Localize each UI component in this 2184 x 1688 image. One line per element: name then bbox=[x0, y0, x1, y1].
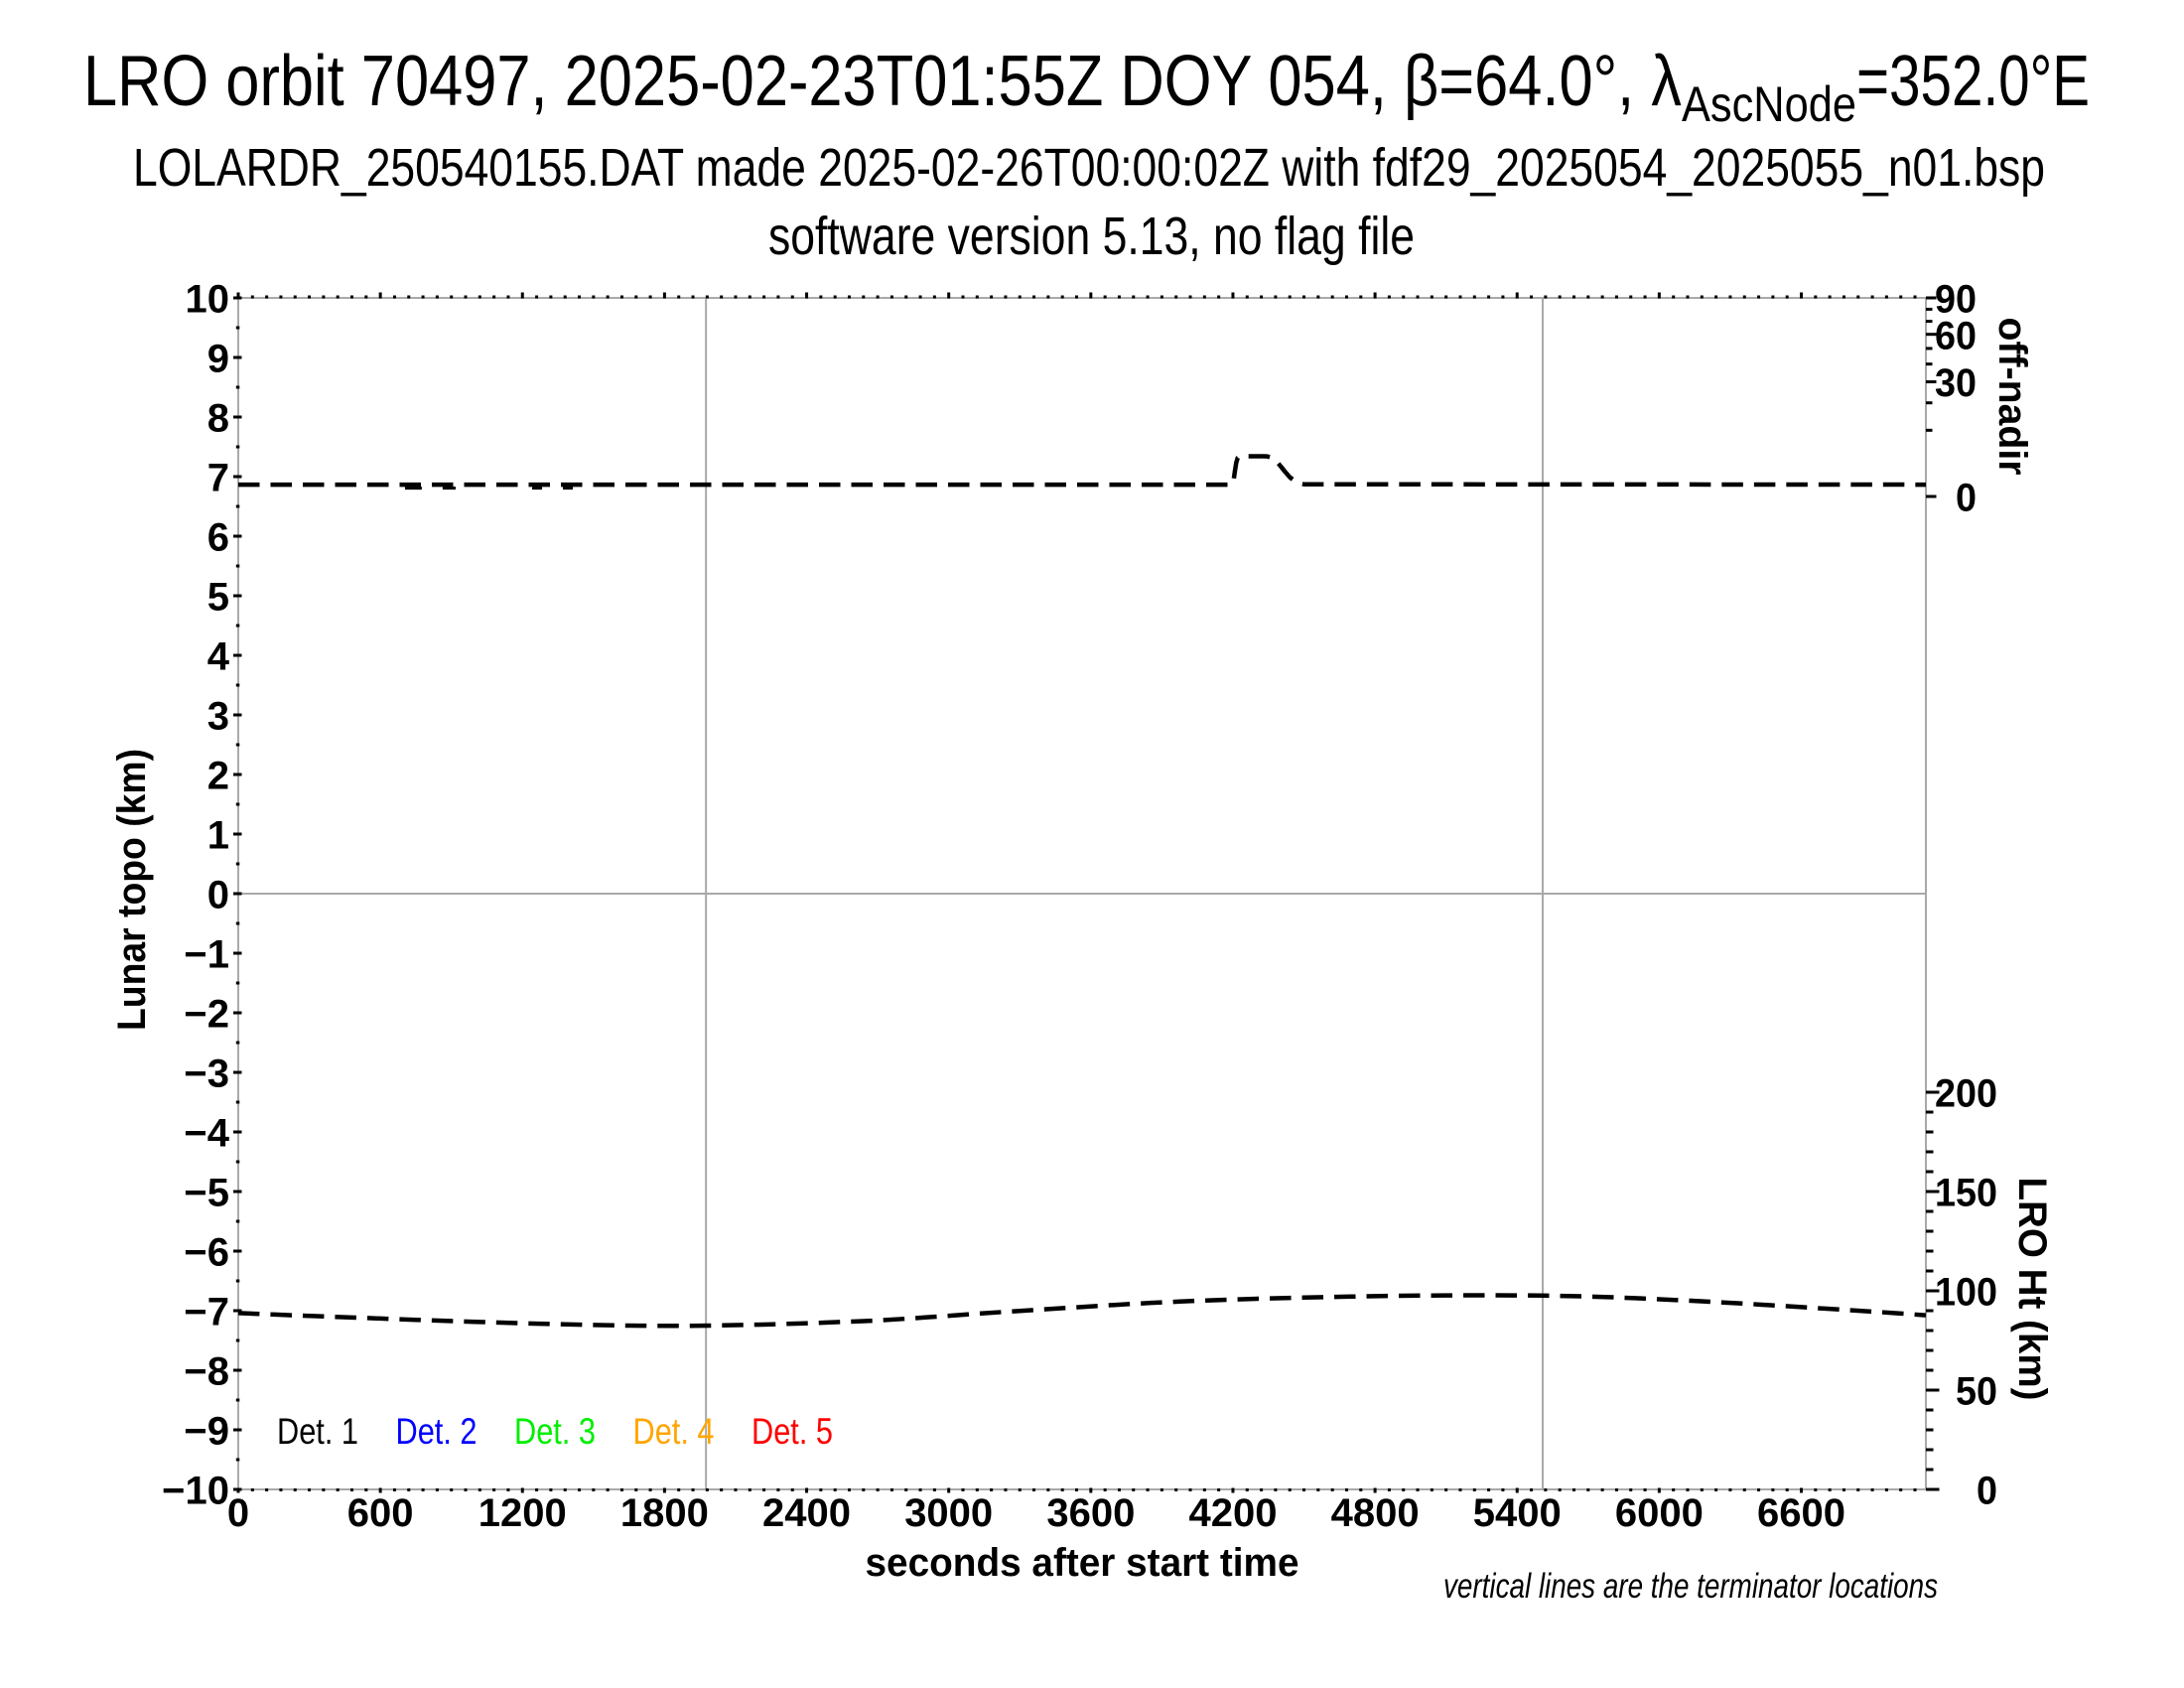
title-line-1-tail: =352.0°E bbox=[1856, 42, 2090, 121]
offnadir-tick-label: 90 bbox=[1935, 278, 1977, 322]
x-tick-label: 2400 bbox=[762, 1491, 851, 1535]
height-tick-label: 150 bbox=[1935, 1172, 1997, 1215]
ticks-group bbox=[233, 292, 1940, 1493]
x-tick-label: 0 bbox=[227, 1491, 249, 1535]
lro-height-curve bbox=[237, 1293, 1927, 1329]
topo-tick-label: 3 bbox=[207, 695, 229, 739]
offnadir-curve bbox=[238, 454, 1927, 488]
topo-tick-label: 8 bbox=[207, 397, 229, 441]
topo-tick-label: −8 bbox=[184, 1350, 229, 1394]
x-tick-label: 4800 bbox=[1331, 1491, 1420, 1535]
height-axis-title: LRO Ht (km) bbox=[2010, 1178, 2054, 1401]
topo-tick-label: 6 bbox=[207, 516, 229, 560]
topo-axis-title: Lunar topo (km) bbox=[110, 749, 154, 1031]
topo-tick-label: −9 bbox=[184, 1410, 229, 1454]
topo-tick-label: −5 bbox=[184, 1172, 229, 1215]
topo-tick-label: −7 bbox=[184, 1291, 229, 1335]
height-tick-label: 100 bbox=[1935, 1271, 1997, 1315]
curves-group bbox=[237, 454, 1927, 1329]
x-tick-label: 4200 bbox=[1188, 1491, 1277, 1535]
legend-det-4: Det. 4 bbox=[633, 1411, 715, 1452]
legend-det-1: Det. 1 bbox=[277, 1411, 358, 1452]
legend-group: Det. 1 Det. 2 Det. 3 Det. 4 Det. 5 bbox=[277, 1411, 833, 1452]
x-axis-title: seconds after start time bbox=[866, 1541, 1299, 1585]
topo-tick-label: 9 bbox=[207, 338, 229, 381]
topo-tick-label: 10 bbox=[186, 278, 230, 322]
topo-tick-label: −4 bbox=[184, 1112, 229, 1156]
offnadir-tick-label: 30 bbox=[1935, 361, 1977, 405]
title-line-1: LRO orbit 70497, 2025-02-23T01:55Z DOY 0… bbox=[83, 42, 2090, 132]
x-tick-label: 3000 bbox=[904, 1491, 993, 1535]
title-line-3: software version 5.13, no flag file bbox=[768, 207, 1415, 266]
legend-det-3: Det. 3 bbox=[514, 1411, 596, 1452]
topo-tick-label: 1 bbox=[207, 814, 229, 858]
x-tick-label: 3600 bbox=[1046, 1491, 1135, 1535]
topo-tick-label: 5 bbox=[207, 576, 229, 620]
title-line-2: LOLARDR_250540155.DAT made 2025-02-26T00… bbox=[133, 138, 2045, 198]
offnadir-axis-title: off-nadir bbox=[1990, 318, 2034, 476]
offnadir-tick-label: 60 bbox=[1935, 314, 1977, 357]
topo-tick-label: −6 bbox=[184, 1231, 229, 1275]
terminator-footnote: vertical lines are the terminator locati… bbox=[1443, 1567, 1938, 1606]
offnadir-tick-label: 0 bbox=[1956, 477, 1977, 520]
topo-tick-label: −10 bbox=[162, 1470, 229, 1513]
topo-tick-label: 7 bbox=[207, 457, 229, 500]
topo-tick-label: 4 bbox=[207, 635, 230, 679]
height-tick-label: 50 bbox=[1956, 1370, 1997, 1414]
x-tick-label: 1200 bbox=[478, 1491, 567, 1535]
topo-tick-label: −3 bbox=[184, 1053, 229, 1096]
title-line-1-main: LRO orbit 70497, 2025-02-23T01:55Z DOY 0… bbox=[83, 42, 1682, 121]
x-tick-label: 6600 bbox=[1757, 1491, 1845, 1535]
x-tick-label: 600 bbox=[347, 1491, 414, 1535]
topo-tick-label: 0 bbox=[207, 874, 229, 917]
axis-titles-group: seconds after start time Lunar topo (km) o… bbox=[110, 318, 2054, 1586]
height-tick-label: 200 bbox=[1935, 1072, 1997, 1116]
x-tick-label: 5400 bbox=[1473, 1491, 1562, 1535]
topo-tick-label: −2 bbox=[184, 993, 229, 1037]
topo-tick-label: −1 bbox=[184, 933, 229, 977]
topo-tick-label: 2 bbox=[207, 755, 229, 798]
height-tick-label: 0 bbox=[1977, 1470, 1997, 1513]
x-tick-label: 1800 bbox=[620, 1491, 709, 1535]
legend-det-2: Det. 2 bbox=[396, 1411, 478, 1452]
title-line-1-subscript: AscNode bbox=[1682, 76, 1856, 132]
title-group: LRO orbit 70497, 2025-02-23T01:55Z DOY 0… bbox=[83, 42, 2090, 266]
x-tick-label: 6000 bbox=[1615, 1491, 1704, 1535]
legend-det-5: Det. 5 bbox=[751, 1411, 833, 1452]
